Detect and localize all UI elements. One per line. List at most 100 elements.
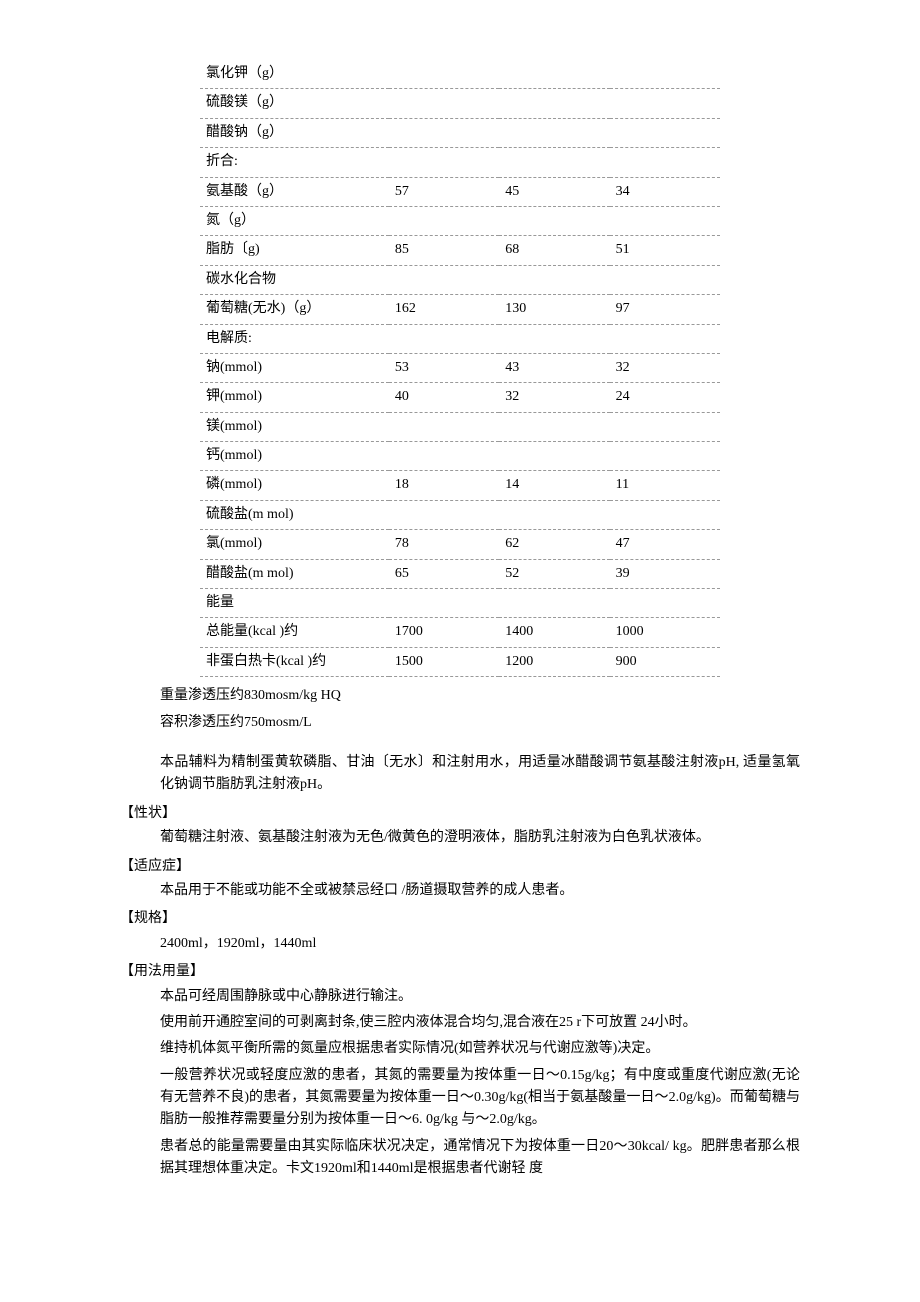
row-value-3: 51 [610, 236, 720, 265]
row-value-3 [610, 206, 720, 235]
row-value-1: 1700 [389, 618, 499, 647]
row-value-3 [610, 265, 720, 294]
table-row: 总能量(kcal )约170014001000 [200, 618, 720, 647]
row-value-1 [389, 206, 499, 235]
yongfa-p2: 使用前开通腔室间的可剥离封条,使三腔内液体混合均匀,混合液在25 r下可放置 2… [160, 1012, 800, 1034]
section-title-guige: 【规格】 [120, 908, 800, 930]
row-label: 磷(mmol) [200, 471, 389, 500]
row-label: 醋酸钠（g） [200, 118, 389, 147]
row-value-2: 43 [499, 353, 609, 382]
row-value-2 [499, 118, 609, 147]
row-value-1: 18 [389, 471, 499, 500]
row-label: 醋酸盐(m mol) [200, 559, 389, 588]
row-value-3: 1000 [610, 618, 720, 647]
osmolality-weight: 重量渗透压约830mosm/kg HQ [160, 685, 800, 707]
row-value-3: 900 [610, 647, 720, 676]
table-row: 钙(mmol) [200, 442, 720, 471]
table-row: 钾(mmol)403224 [200, 383, 720, 412]
row-value-2: 14 [499, 471, 609, 500]
row-value-1 [389, 148, 499, 177]
table-row: 氨基酸（g）574534 [200, 177, 720, 206]
row-label: 钙(mmol) [200, 442, 389, 471]
row-value-1 [389, 118, 499, 147]
table-row: 硫酸镁（g） [200, 89, 720, 118]
yongfa-p1: 本品可经周围静脉或中心静脉进行输注。 [160, 986, 800, 1008]
row-value-3 [610, 442, 720, 471]
yongfa-p4: 一般营养状况或轻度应激的患者，其氮的需要量为按体重一日〜0.15g/kg；有中度… [160, 1065, 800, 1132]
row-label: 脂肪〔g) [200, 236, 389, 265]
excipient-paragraph: 本品辅料为精制蛋黄软磷脂、甘油〔无水〕和注射用水，用适量冰醋酸调节氨基酸注射液p… [160, 752, 800, 797]
table-row: 脂肪〔g)856851 [200, 236, 720, 265]
row-label: 氯(mmol) [200, 530, 389, 559]
row-value-1: 78 [389, 530, 499, 559]
row-value-2 [499, 589, 609, 618]
row-value-1 [389, 412, 499, 441]
row-label: 镁(mmol) [200, 412, 389, 441]
row-value-1: 1500 [389, 647, 499, 676]
row-value-3 [610, 500, 720, 529]
row-value-2: 52 [499, 559, 609, 588]
row-value-2: 68 [499, 236, 609, 265]
row-value-1: 65 [389, 559, 499, 588]
row-value-1 [389, 500, 499, 529]
row-value-2: 32 [499, 383, 609, 412]
row-value-1: 85 [389, 236, 499, 265]
table-row: 钠(mmol)534332 [200, 353, 720, 382]
row-value-3 [610, 589, 720, 618]
row-value-3: 34 [610, 177, 720, 206]
section-title-shiyingzheng: 【适应症】 [120, 856, 800, 878]
table-row: 氯化钾（g） [200, 60, 720, 89]
row-value-1 [389, 265, 499, 294]
osmolality-volume: 容积渗透压约750mosm/L [160, 712, 800, 734]
table-row: 醋酸钠（g） [200, 118, 720, 147]
row-label: 折合: [200, 148, 389, 177]
row-value-3 [610, 412, 720, 441]
section-title-xingzhuang: 【性状】 [120, 803, 800, 825]
row-value-3 [610, 148, 720, 177]
table-row: 葡萄糖(无水)（g）16213097 [200, 295, 720, 324]
row-label: 氨基酸（g） [200, 177, 389, 206]
row-value-3 [610, 60, 720, 89]
row-value-1: 53 [389, 353, 499, 382]
table-row: 能量 [200, 589, 720, 618]
row-label: 总能量(kcal )约 [200, 618, 389, 647]
row-value-2: 1400 [499, 618, 609, 647]
yongfa-p3: 维持机体氮平衡所需的氮量应根据患者实际情况(如营养状况与代谢应激等)决定。 [160, 1038, 800, 1060]
row-value-3 [610, 118, 720, 147]
row-value-2: 130 [499, 295, 609, 324]
row-value-2 [499, 324, 609, 353]
table-row: 醋酸盐(m mol)655239 [200, 559, 720, 588]
row-label: 氮（g） [200, 206, 389, 235]
row-value-3: 97 [610, 295, 720, 324]
section-body-xingzhuang: 葡萄糖注射液、氨基酸注射液为无色/微黄色的澄明液体，脂肪乳注射液为白色乳状液体。 [160, 827, 800, 849]
row-value-3 [610, 89, 720, 118]
row-value-2: 45 [499, 177, 609, 206]
section-body-yongfa: 本品可经周围静脉或中心静脉进行输注。 使用前开通腔室间的可剥离封条,使三腔内液体… [160, 986, 800, 1181]
row-value-1 [389, 89, 499, 118]
row-value-2 [499, 500, 609, 529]
row-value-1 [389, 60, 499, 89]
row-value-1 [389, 589, 499, 618]
row-value-3: 11 [610, 471, 720, 500]
yongfa-p5: 患者总的能量需要量由其实际临床状况决定，通常情况下为按体重一日20〜30kcal… [160, 1136, 800, 1181]
row-value-2 [499, 60, 609, 89]
row-value-1 [389, 324, 499, 353]
row-value-2 [499, 265, 609, 294]
row-value-3 [610, 324, 720, 353]
row-label: 氯化钾（g） [200, 60, 389, 89]
row-value-1: 57 [389, 177, 499, 206]
table-row: 折合: [200, 148, 720, 177]
row-label: 硫酸镁（g） [200, 89, 389, 118]
row-label: 硫酸盐(m mol) [200, 500, 389, 529]
row-value-2: 62 [499, 530, 609, 559]
row-value-3: 39 [610, 559, 720, 588]
table-row: 电解质: [200, 324, 720, 353]
row-label: 钠(mmol) [200, 353, 389, 382]
row-value-1: 162 [389, 295, 499, 324]
table-row: 氯(mmol)786247 [200, 530, 720, 559]
row-label: 钾(mmol) [200, 383, 389, 412]
section-title-yongfa: 【用法用量】 [120, 961, 800, 983]
table-row: 非蛋白热卡(kcal )约15001200900 [200, 647, 720, 676]
row-value-2 [499, 412, 609, 441]
row-label: 葡萄糖(无水)（g） [200, 295, 389, 324]
